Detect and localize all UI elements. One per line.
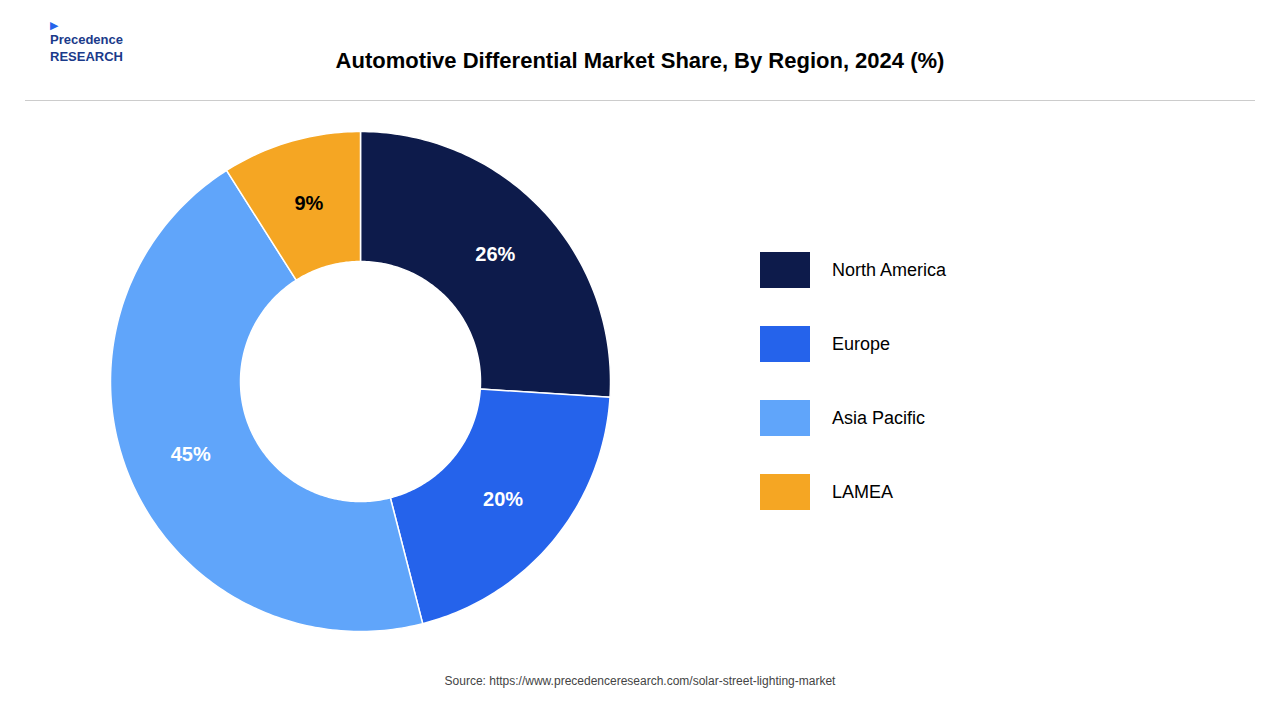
html-text:Europe: Europe bbox=[832, 333, 890, 354]
svg-text:26%: 26% bbox=[475, 243, 515, 265]
html-text:Precedence RESEARCH: Precedence RESEARCH bbox=[50, 32, 123, 65]
html-text:Automotive Differential Market: Automotive Differential Market Share, By… bbox=[335, 48, 945, 73]
html-text:Asia Pacific: Asia Pacific bbox=[832, 407, 925, 428]
svg-text:9%: 9% bbox=[294, 192, 323, 214]
svg-text:20%: 20% bbox=[483, 488, 523, 510]
html-text:Source: https://www.precedence: Source: https://www.precedenceresearch.c… bbox=[444, 674, 836, 688]
html-text:LAMEA: LAMEA bbox=[832, 481, 893, 502]
html-text:North America: North America bbox=[832, 259, 946, 280]
svg-text:45%: 45% bbox=[171, 443, 211, 465]
